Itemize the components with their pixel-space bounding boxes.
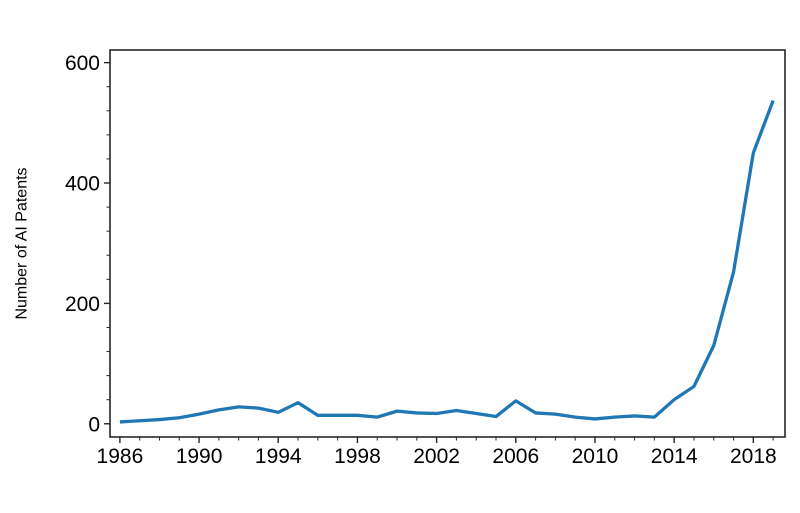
x-tick-label: 1994	[255, 445, 302, 468]
x-tick-label: 1986	[97, 445, 144, 468]
x-tick-label: 2002	[413, 445, 460, 468]
x-tick-label: 1998	[334, 445, 381, 468]
x-tick-label: 2006	[492, 445, 539, 468]
plot-border	[109, 49, 786, 438]
y-axis-label: Number of AI Patents	[14, 167, 31, 319]
data-line	[119, 99, 775, 424]
x-tick-label: 1990	[176, 445, 223, 468]
x-tick-label: 2010	[572, 445, 619, 468]
y-tick-label: 0	[88, 413, 100, 436]
y-tick-label: 400	[65, 173, 100, 196]
x-tick-label: 2018	[730, 445, 777, 468]
x-tick-label: 2014	[651, 445, 698, 468]
y-tick-label: 200	[65, 293, 100, 316]
y-tick-label: 600	[65, 52, 100, 75]
